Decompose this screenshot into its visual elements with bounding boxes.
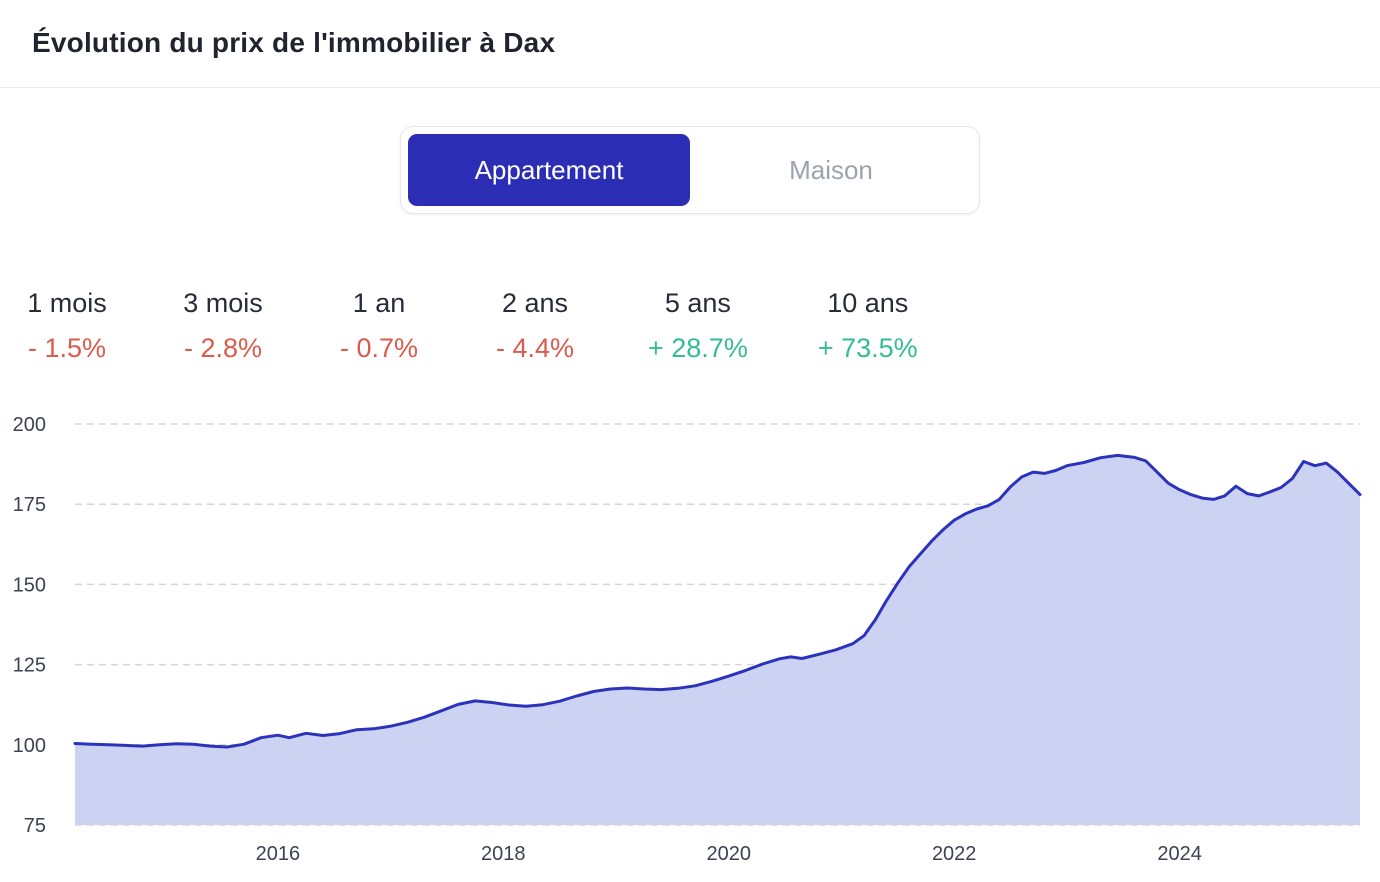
page-title: Évolution du prix de l'immobilier à Dax [32, 27, 556, 58]
stat-item: 1 an - 0.7% [336, 286, 422, 364]
toggle-appartement[interactable]: Appartement [408, 134, 690, 206]
stat-item: 10 ans + 73.5% [818, 286, 918, 364]
price-chart-svg[interactable]: 200 175 150 125 100 75 2016 2018 2020 2022 2024 [0, 416, 1380, 880]
y-tick-label: 200 [13, 416, 46, 436]
stat-item: 5 ans + 28.7% [648, 286, 748, 364]
stat-item: 3 mois - 2.8% [180, 286, 266, 364]
stat-value: - 1.5% [27, 333, 107, 363]
stat-item: 1 mois - 1.5% [24, 286, 110, 364]
stat-label: 10 ans [827, 288, 909, 318]
stat-value: - 4.4% [495, 333, 575, 363]
x-tick-label: 2022 [932, 843, 977, 865]
stat-label: 3 mois [183, 288, 263, 318]
stat-value: + 28.7% [648, 333, 748, 363]
area-fill [75, 455, 1360, 825]
y-tick-label: 125 [13, 655, 46, 677]
x-tick-label: 2016 [256, 843, 301, 865]
y-tick-label: 100 [13, 735, 46, 757]
stat-label: 1 mois [27, 288, 107, 318]
stat-value: - 2.8% [183, 333, 263, 363]
price-chart: 200 175 150 125 100 75 2016 2018 2020 2022 2024 [0, 416, 1380, 880]
stat-label: 2 ans [501, 288, 569, 318]
property-type-toggle-row: Appartement Maison [0, 126, 1380, 214]
price-line [73, 453, 1362, 749]
toggle-maison[interactable]: Maison [690, 134, 972, 206]
stat-value: + 73.5% [817, 333, 918, 363]
stat-item: 2 ans - 4.4% [492, 286, 578, 364]
x-tick-label: 2020 [707, 843, 752, 865]
stat-value: - 0.7% [339, 333, 419, 363]
header: Évolution du prix de l'immobilier à Dax [0, 0, 1380, 88]
y-tick-label: 175 [13, 494, 46, 516]
property-type-toggle: Appartement Maison [400, 126, 980, 214]
stat-label: 1 an [352, 288, 406, 318]
y-tick-label: 150 [13, 574, 46, 596]
period-stats: 1 mois - 1.5% 3 mois - 2.8% 1 an - 0.7% … [0, 286, 1380, 364]
x-tick-label: 2024 [1157, 843, 1202, 865]
y-tick-label: 75 [24, 815, 46, 837]
x-tick-label: 2018 [481, 843, 526, 865]
stat-label: 5 ans [664, 288, 731, 318]
